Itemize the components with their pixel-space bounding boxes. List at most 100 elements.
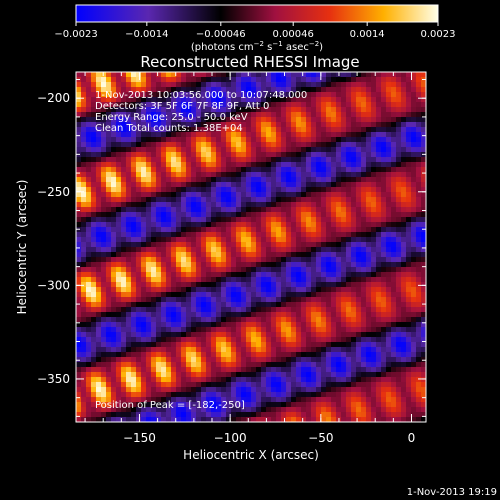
heatmap-cell (376, 362, 382, 368)
heatmap-cell (236, 252, 242, 258)
heatmap-cell (241, 392, 247, 398)
heatmap-cell (396, 372, 402, 378)
heatmap-cell (326, 137, 332, 143)
heatmap-cell (241, 262, 247, 268)
heatmap-cell (361, 207, 367, 213)
heatmap-cell (406, 177, 412, 183)
heatmap-cell (376, 277, 382, 283)
heatmap-cell (216, 287, 222, 293)
heatmap-cell (96, 282, 102, 288)
heatmap-cell (166, 142, 172, 148)
heatmap-cell (216, 417, 222, 422)
heatmap-cell (156, 237, 162, 243)
heatmap-cell (296, 152, 302, 158)
heatmap-cell (186, 87, 192, 93)
heatmap-cell (221, 407, 227, 413)
heatmap-cell (126, 217, 132, 223)
heatmap-cell (91, 222, 97, 228)
heatmap-cell (151, 122, 157, 128)
heatmap-cell (311, 212, 317, 218)
heatmap-cell (211, 162, 217, 168)
heatmap-cell (391, 397, 397, 403)
heatmap-cell (136, 162, 142, 168)
heatmap-cell (401, 157, 407, 163)
heatmap-cell (321, 372, 327, 378)
heatmap-cell (406, 392, 412, 398)
heatmap-cell (236, 352, 242, 358)
heatmap-cell (186, 317, 192, 323)
heatmap-cell (366, 327, 372, 333)
heatmap-cell (256, 387, 262, 393)
heatmap-cell (391, 267, 397, 273)
heatmap-cell (406, 407, 412, 413)
heatmap-cell (321, 222, 327, 228)
heatmap-cell (261, 87, 267, 93)
heatmap-cell (271, 132, 277, 138)
heatmap-cell (376, 292, 382, 298)
heatmap-cell (156, 182, 162, 188)
heatmap-cell (411, 267, 417, 273)
heatmap-cell (91, 342, 97, 348)
heatmap-cell (231, 347, 237, 353)
heatmap-cell (171, 337, 177, 343)
heatmap-cell (401, 337, 407, 343)
heatmap-cell (156, 137, 162, 143)
heatmap-cell (126, 77, 132, 83)
heatmap-cell (106, 77, 112, 83)
heatmap-cell (96, 392, 102, 398)
heatmap-cell (211, 87, 217, 93)
heatmap-cell (196, 197, 202, 203)
heatmap-cell (226, 187, 232, 193)
heatmap-cell (421, 257, 426, 263)
heatmap-cell (76, 137, 82, 143)
heatmap-cell (331, 387, 337, 393)
heatmap-cell (371, 117, 377, 123)
heatmap-cell (226, 307, 232, 313)
heatmap-cell (366, 372, 372, 378)
heatmap-cell (421, 337, 426, 343)
heatmap-cell (356, 237, 362, 243)
heatmap-cell (296, 392, 302, 398)
heatmap-cell (186, 312, 192, 318)
heatmap-cell (416, 382, 422, 388)
heatmap-cell (401, 122, 407, 128)
heatmap-cell (106, 157, 112, 163)
heatmap-cell (231, 212, 237, 218)
heatmap-cell (186, 207, 192, 213)
heatmap-cell (296, 197, 302, 203)
heatmap-cell (361, 117, 367, 123)
heatmap-cell (321, 412, 327, 418)
heatmap-cell (261, 357, 267, 363)
heatmap-cell (126, 327, 132, 333)
heatmap-cell (391, 252, 397, 258)
heatmap-cell (86, 407, 92, 413)
heatmap-cell (346, 412, 352, 418)
heatmap-cell (196, 377, 202, 383)
heatmap-cell (366, 267, 372, 273)
heatmap-cell (351, 292, 357, 298)
heatmap-cell (101, 372, 107, 378)
heatmap-cell (346, 177, 352, 183)
heatmap-cell (381, 177, 387, 183)
heatmap-cell (386, 87, 392, 93)
heatmap-cell (206, 192, 212, 198)
heatmap-cell (131, 87, 137, 93)
heatmap-cell (261, 262, 267, 268)
heatmap-cell (141, 177, 147, 183)
heatmap-cell (396, 222, 402, 228)
x-tick-label: 0 (408, 431, 416, 445)
heatmap-cell (101, 222, 107, 228)
heatmap-cell (376, 357, 382, 363)
heatmap-cell (271, 182, 277, 188)
heatmap-cell (271, 407, 277, 413)
heatmap-cell (171, 367, 177, 373)
heatmap-cell (86, 317, 92, 323)
heatmap-cell (96, 372, 102, 378)
heatmap-cell (386, 82, 392, 88)
heatmap-cell (381, 412, 387, 418)
heatmap-cell (106, 377, 112, 383)
heatmap-cell (126, 132, 132, 138)
heatmap-cell (231, 177, 237, 183)
heatmap-cell (406, 367, 412, 373)
heatmap-cell (396, 357, 402, 363)
